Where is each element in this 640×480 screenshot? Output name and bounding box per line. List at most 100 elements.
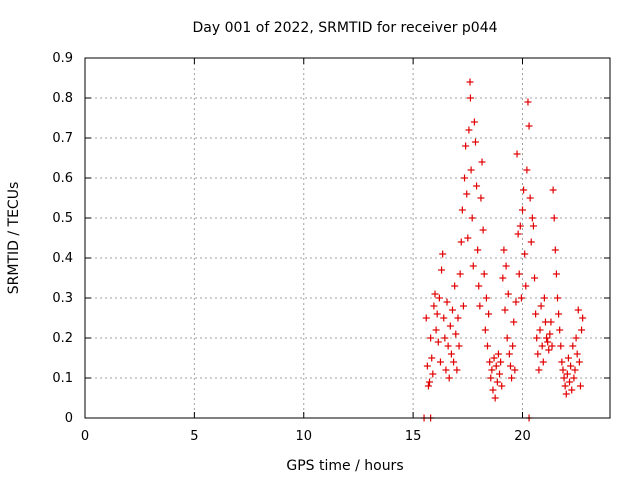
data-point <box>469 262 477 270</box>
data-point <box>482 294 490 302</box>
y-tick-label: 0.6 <box>52 171 73 186</box>
data-point <box>429 370 437 378</box>
data-point <box>442 366 450 374</box>
data-point <box>537 302 545 310</box>
data-point <box>458 206 466 214</box>
data-point <box>470 118 478 126</box>
data-point <box>513 150 521 158</box>
chart-title: Day 001 of 2022, SRMTID for receiver p04… <box>192 20 497 36</box>
y-tick-label: 0.7 <box>52 131 73 146</box>
data-point <box>561 382 569 390</box>
data-point <box>562 390 570 398</box>
data-point <box>510 318 518 326</box>
data-point <box>465 126 473 134</box>
x-tick-label: 10 <box>295 429 312 444</box>
data-point <box>435 294 443 302</box>
data-point <box>487 374 495 382</box>
data-point <box>430 302 438 310</box>
y-tick-label: 0.1 <box>52 371 73 386</box>
data-point <box>486 358 494 366</box>
data-point <box>489 386 497 394</box>
data-point <box>514 230 522 238</box>
tick-labels: 0 0.1 0.2 0.3 0.4 0.5 0.6 0.7 0.8 0.9 0 5 10 15 20 <box>52 51 530 444</box>
data-point <box>485 310 493 318</box>
y-tick-label: 0.8 <box>52 91 73 106</box>
data-point <box>500 246 508 254</box>
data-point <box>431 290 439 298</box>
data-point <box>525 122 533 130</box>
x-tick-label: 0 <box>81 429 89 444</box>
data-point <box>560 374 568 382</box>
data-point <box>434 338 442 346</box>
data-point <box>539 358 547 366</box>
data-point <box>573 350 581 358</box>
data-point <box>538 342 546 350</box>
data-point <box>488 366 496 374</box>
data-point <box>462 142 470 150</box>
data-point <box>568 386 576 394</box>
data-point <box>572 334 580 342</box>
data-point <box>447 350 455 358</box>
data-point <box>535 366 543 374</box>
data-point <box>556 326 564 334</box>
data-point <box>522 282 530 290</box>
data-point <box>526 194 534 202</box>
data-point <box>527 238 535 246</box>
data-point <box>508 374 516 382</box>
data-point <box>550 214 558 222</box>
data-point <box>480 270 488 278</box>
data-point <box>546 330 554 338</box>
data-point <box>566 378 574 386</box>
data-point <box>468 214 476 222</box>
data-point <box>505 350 513 358</box>
data-point <box>517 294 525 302</box>
data-point <box>570 374 578 382</box>
data-point <box>449 306 456 314</box>
data-point <box>456 270 464 278</box>
data-point <box>576 382 584 390</box>
data-point <box>499 274 507 282</box>
scatter-points <box>420 78 587 422</box>
data-point <box>473 182 481 190</box>
data-point <box>554 294 561 302</box>
data-point <box>571 366 579 374</box>
data-point <box>446 322 454 330</box>
data-point <box>427 334 435 342</box>
data-point <box>494 350 502 358</box>
y-axis-label: SRMTID / TECUs <box>6 182 22 295</box>
data-point <box>498 382 506 390</box>
data-point <box>520 186 528 194</box>
data-point <box>438 266 446 274</box>
data-point <box>558 358 566 366</box>
data-point <box>532 310 540 318</box>
x-tick-label: 20 <box>514 429 531 444</box>
x-tick-label: 5 <box>190 429 198 444</box>
data-point <box>471 138 479 146</box>
data-point <box>496 370 504 378</box>
data-point <box>441 334 449 342</box>
data-point <box>464 234 472 242</box>
data-point <box>551 246 559 254</box>
data-point <box>534 350 542 358</box>
data-point <box>574 306 582 314</box>
plot-frame <box>84 57 611 419</box>
data-point <box>528 214 536 222</box>
data-point <box>454 314 462 322</box>
data-point <box>544 338 552 346</box>
data-point <box>523 166 531 174</box>
data-point <box>501 306 509 314</box>
data-point <box>579 314 587 322</box>
data-point <box>540 294 548 302</box>
data-point <box>450 358 458 366</box>
data-point <box>476 302 484 310</box>
data-point <box>428 354 436 362</box>
x-axis-label: GPS time / hours <box>286 458 403 474</box>
data-point <box>491 394 499 402</box>
data-point <box>511 366 519 374</box>
data-point <box>549 186 557 194</box>
data-point <box>492 362 500 370</box>
y-tick-label: 0 <box>65 411 73 426</box>
data-point <box>467 166 475 174</box>
y-tick-label: 0.4 <box>52 251 73 266</box>
data-point <box>424 382 432 390</box>
